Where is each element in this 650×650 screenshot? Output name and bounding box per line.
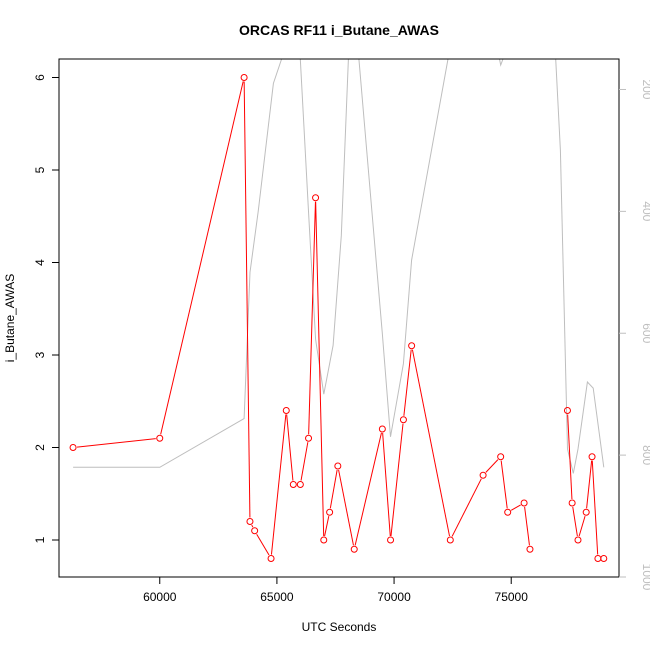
x-tick-label: 70000 (377, 590, 411, 604)
y-tick-label: 6 (33, 74, 47, 81)
series-line-segment (315, 201, 325, 537)
data-point (504, 508, 512, 516)
secondary-y-tick-label: 1000 (640, 564, 650, 591)
data-point (526, 545, 534, 553)
series-line-segment (403, 349, 412, 416)
data-point (334, 462, 342, 470)
chart-title: ORCAS RF11 i_Butane_AWAS (239, 22, 439, 38)
series-line-segment (324, 516, 330, 537)
series-line-segment (572, 506, 578, 537)
data-point (574, 536, 582, 544)
series-line-segment (76, 438, 156, 448)
x-axis-label: UTC Seconds (302, 620, 377, 634)
x-tick-label: 75000 (495, 590, 529, 604)
data-point (600, 555, 608, 562)
data-point (240, 74, 248, 81)
series-line-segment (586, 460, 593, 509)
secondary-y-tick-label: 600 (640, 323, 650, 343)
series-line-segment (338, 469, 354, 546)
data-point (267, 555, 275, 562)
data-point (479, 471, 487, 479)
series-line-segment (451, 478, 482, 537)
series-line-segment (500, 460, 508, 509)
series-line-segment (243, 81, 251, 518)
series-line-segment (256, 533, 270, 556)
series-line-segment (160, 81, 244, 435)
series-line-segment (251, 524, 254, 528)
data-point (594, 555, 602, 562)
data-point (399, 416, 407, 424)
series-line-segment (524, 506, 530, 546)
data-point (378, 425, 386, 433)
series-line-segment (485, 459, 499, 473)
y-tick-label: 4 (33, 259, 47, 266)
series-line-segment (567, 414, 573, 500)
series-line-segment (308, 201, 316, 435)
secondary-y-tick-label: 400 (640, 201, 650, 221)
data-point (446, 536, 454, 544)
series-line-segment (591, 460, 599, 555)
x-tick-label: 60000 (143, 590, 177, 604)
series-line-segment (382, 432, 391, 537)
y-axis-label: i_Butane_AWAS (3, 274, 17, 363)
series-line-segment (286, 414, 294, 481)
data-point (251, 527, 259, 535)
data-point (69, 444, 77, 451)
y-tick-label: 1 (33, 536, 47, 543)
data-point (588, 453, 596, 461)
secondary-y-tick-label: 800 (640, 445, 650, 465)
data-point (520, 499, 528, 507)
series-line-segment (354, 432, 382, 546)
data-point (563, 407, 571, 414)
secondary-y-tick-label: 200 (640, 79, 650, 99)
series-line-segment (300, 442, 309, 481)
data-point (568, 499, 576, 507)
y-tick-label: 5 (33, 166, 47, 173)
y-tick-label: 2 (33, 444, 47, 451)
series-line-segment (578, 515, 586, 537)
series-line-segment (270, 414, 287, 555)
data-point (408, 342, 416, 350)
plot-frame (58, 58, 620, 578)
series-line-segment (411, 349, 451, 537)
data-point (497, 453, 505, 461)
data-point (296, 481, 304, 488)
series-line-segment (510, 504, 521, 511)
data-point (387, 536, 395, 544)
data-point (350, 545, 358, 553)
series-line-segment (390, 423, 404, 537)
data-point (582, 508, 590, 516)
series-line-secondary (73, 59, 605, 474)
data-point (305, 434, 313, 442)
series-line-segment (329, 469, 338, 509)
data-point (282, 407, 290, 414)
data-point (320, 536, 328, 544)
y-tick-label: 3 (33, 351, 47, 358)
data-point (326, 508, 334, 516)
data-point (289, 481, 297, 488)
x-tick-label: 65000 (260, 590, 294, 604)
data-point (312, 194, 320, 202)
plot-area: 60000 65000 70000 75000 1 2 3 4 5 6 200 400 600 800 10… (33, 58, 650, 604)
data-point (246, 518, 254, 525)
data-point (156, 434, 164, 442)
